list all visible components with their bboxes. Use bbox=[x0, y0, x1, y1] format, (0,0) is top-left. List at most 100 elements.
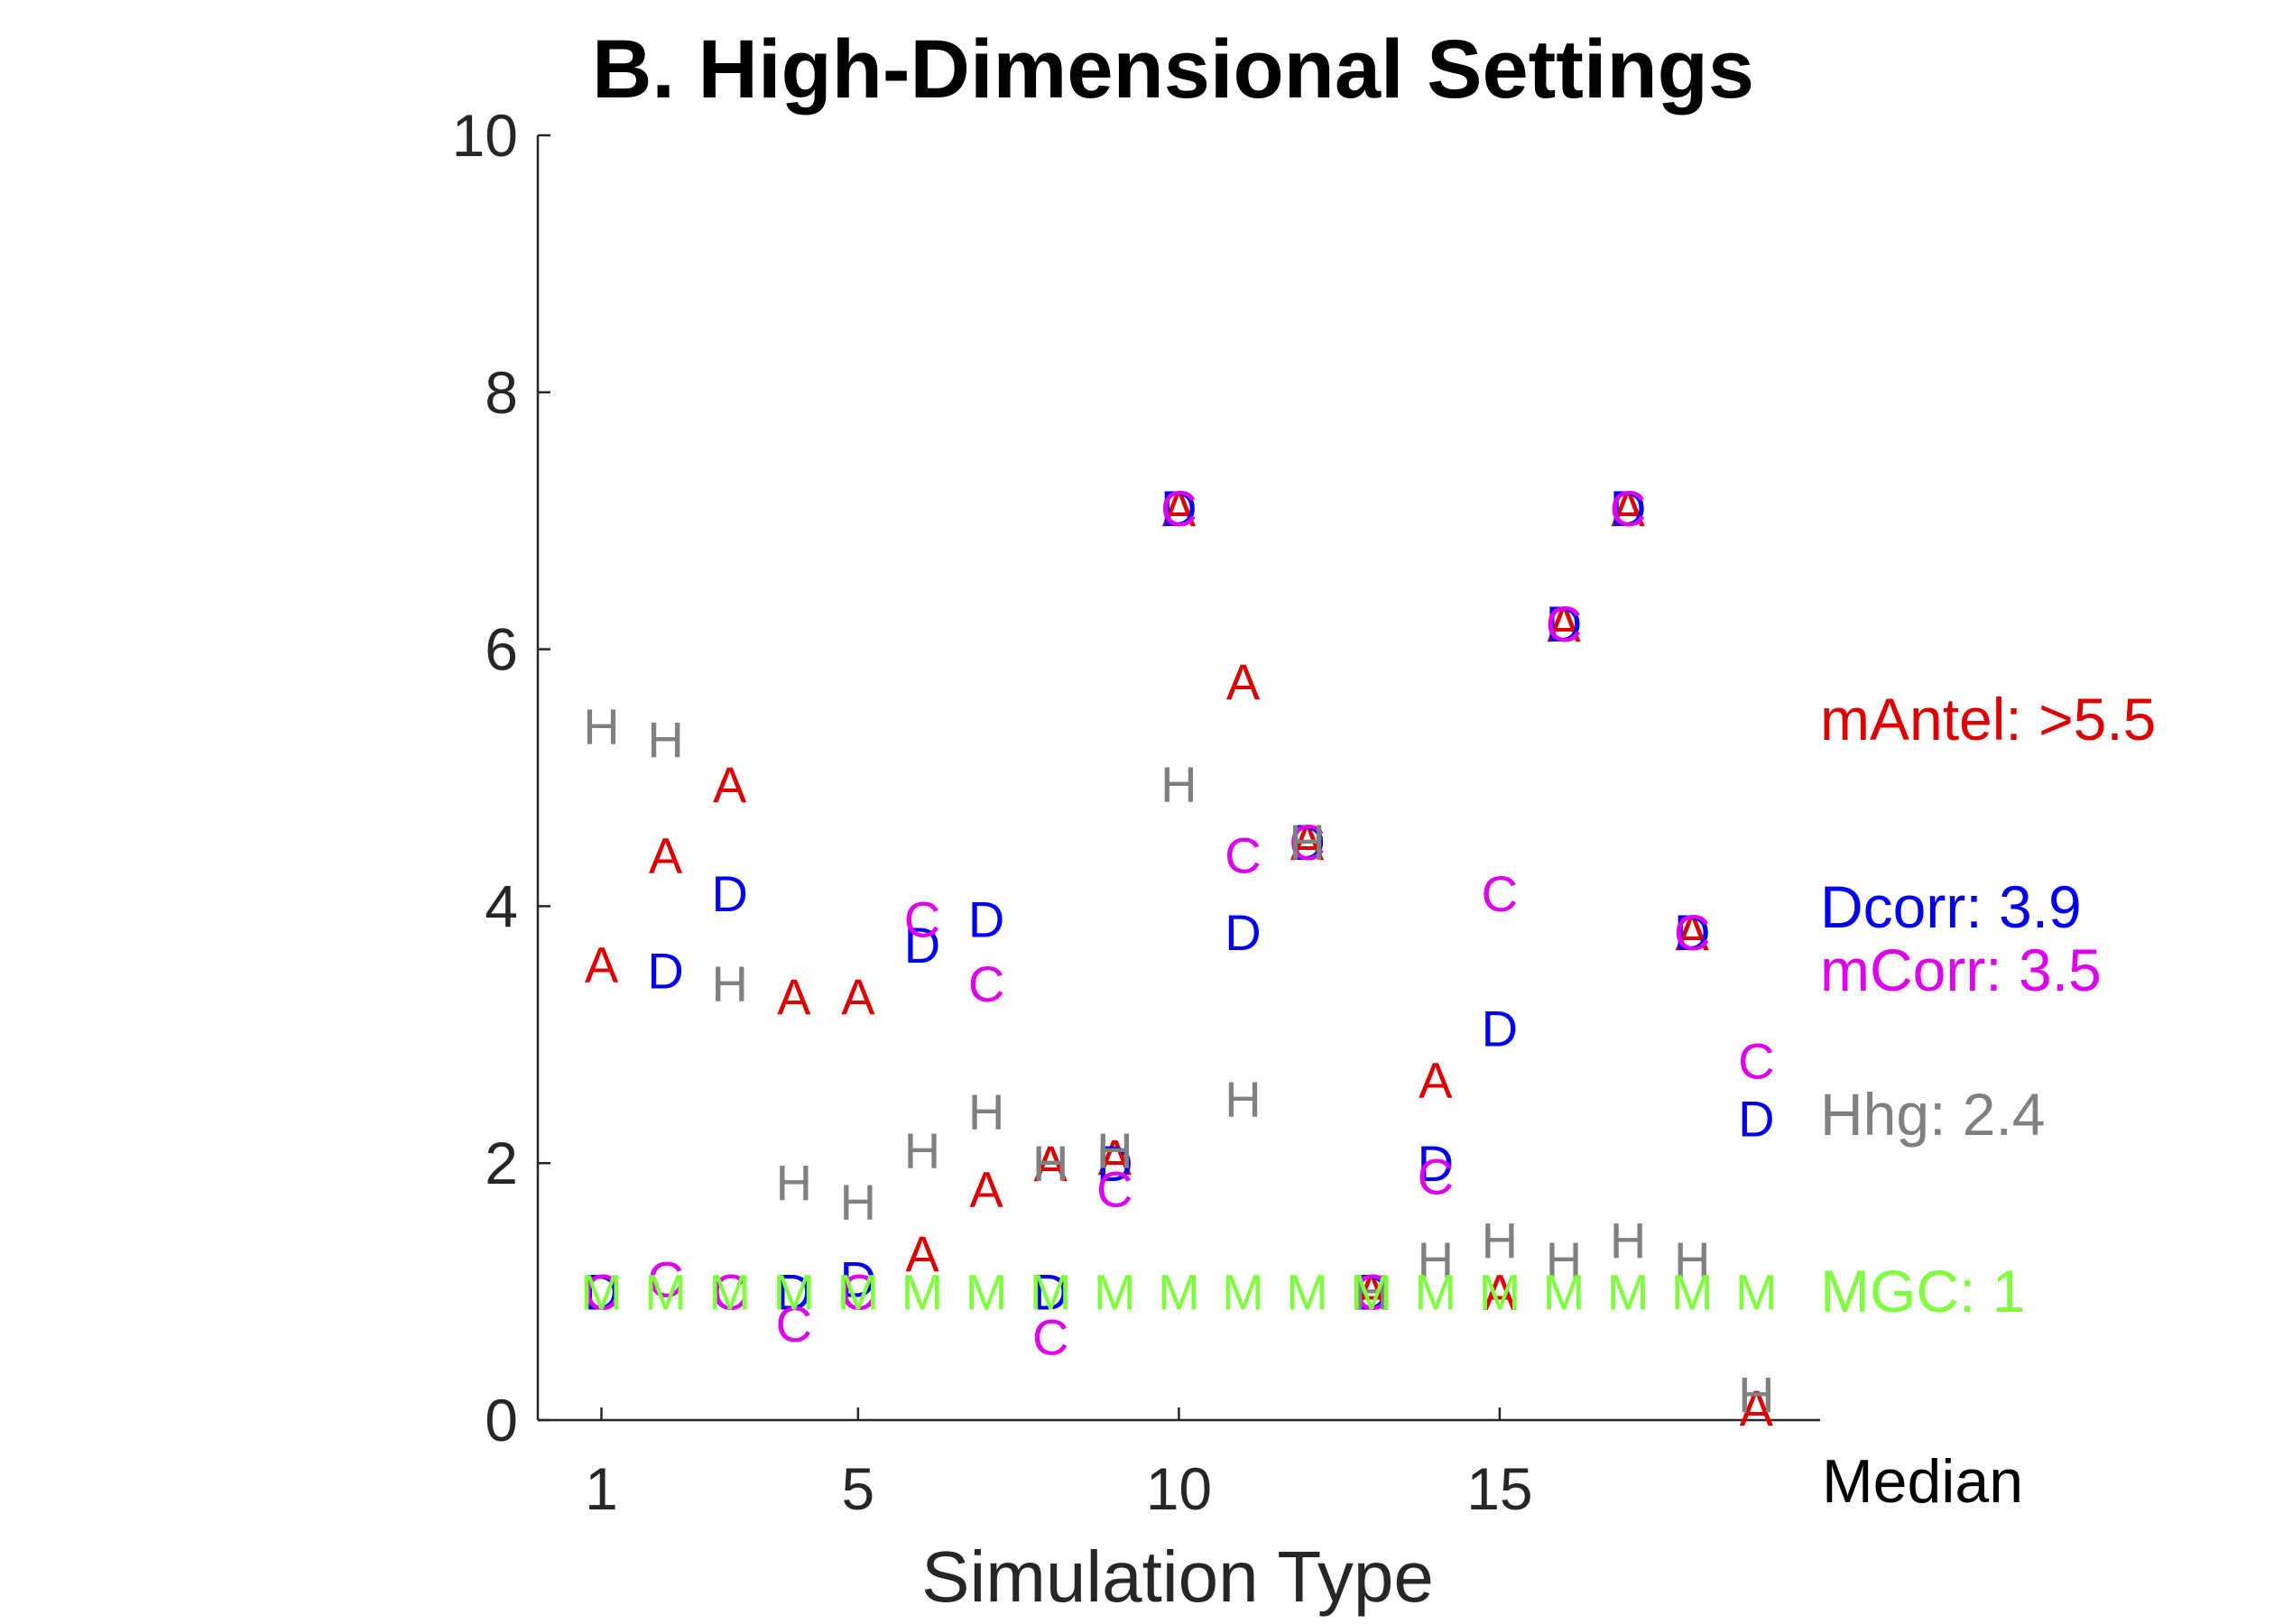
x-tick-label: 5 bbox=[842, 1455, 875, 1522]
point-mgc: M bbox=[837, 1264, 880, 1321]
point-dcorr: D bbox=[647, 943, 683, 1000]
point-mgc: M bbox=[1671, 1264, 1714, 1321]
point-dcorr: D bbox=[1289, 814, 1325, 871]
point-hhg: H bbox=[1289, 814, 1325, 871]
point-mantel: A bbox=[1740, 1379, 1774, 1436]
point-hhg: H bbox=[1482, 1213, 1518, 1269]
point-mgc: M bbox=[1479, 1264, 1521, 1321]
point-mcorr: C bbox=[776, 1296, 812, 1352]
point-dcorr: D bbox=[1610, 480, 1646, 537]
point-mcorr: C bbox=[840, 1264, 876, 1321]
point-mcorr: C bbox=[1353, 1264, 1389, 1321]
point-dcorr: D bbox=[1160, 480, 1197, 537]
point-mgc: M bbox=[1350, 1264, 1392, 1321]
y-tick-label: 10 bbox=[452, 102, 518, 169]
point-mcorr: C bbox=[1096, 1161, 1132, 1218]
point-mgc: M bbox=[644, 1264, 687, 1321]
x-tick-label: 15 bbox=[1466, 1455, 1532, 1522]
point-hhg: H bbox=[1160, 756, 1197, 813]
point-hhg: H bbox=[1610, 1213, 1646, 1269]
point-hhg: H bbox=[1032, 1135, 1068, 1192]
x-tick-label: 1 bbox=[585, 1455, 618, 1522]
y-tick-label: 0 bbox=[485, 1387, 518, 1453]
point-mgc: M bbox=[1094, 1264, 1136, 1321]
point-mgc: M bbox=[901, 1264, 944, 1321]
point-dcorr: D bbox=[840, 1250, 876, 1307]
point-mgc: M bbox=[1543, 1264, 1585, 1321]
point-mcorr: C bbox=[904, 891, 940, 948]
point-mcorr: C bbox=[711, 1264, 747, 1321]
point-mgc: M bbox=[580, 1264, 623, 1321]
point-mantel: A bbox=[1547, 595, 1581, 652]
point-dcorr: D bbox=[904, 917, 940, 973]
y-tick-label: 8 bbox=[485, 359, 518, 426]
point-mgc: M bbox=[1735, 1264, 1778, 1321]
median-summary-hhg: Hhg: 2.4 bbox=[1820, 1081, 2046, 1148]
point-mantel: A bbox=[841, 968, 875, 1025]
y-tick-label: 6 bbox=[485, 616, 518, 683]
median-label: Median bbox=[1822, 1447, 2023, 1516]
point-hhg: H bbox=[647, 711, 683, 768]
point-mgc: M bbox=[1286, 1264, 1328, 1321]
point-mgc: M bbox=[1158, 1264, 1200, 1321]
point-dcorr: D bbox=[711, 865, 747, 922]
point-hhg: H bbox=[1225, 1071, 1261, 1128]
point-mcorr: C bbox=[1738, 1032, 1774, 1089]
point-mcorr: C bbox=[968, 955, 1004, 1012]
point-mantel: A bbox=[905, 1225, 939, 1282]
point-dcorr: D bbox=[1032, 1264, 1068, 1321]
point-mcorr: C bbox=[1418, 1148, 1454, 1204]
point-mgc: M bbox=[1222, 1264, 1264, 1321]
median-summary-mcorr: mCorr: 3.5 bbox=[1820, 937, 2102, 1003]
point-mantel: A bbox=[585, 936, 619, 992]
chart-title: B. High-Dimensional Settings bbox=[592, 23, 1754, 115]
point-hhg: H bbox=[1096, 1122, 1132, 1179]
x-ticks: 1 5 10 15 bbox=[585, 1407, 1533, 1522]
point-mantel: A bbox=[1483, 1264, 1517, 1321]
point-hhg: H bbox=[583, 698, 619, 755]
point-dcorr: D bbox=[583, 1264, 619, 1321]
point-mcorr: C bbox=[1610, 480, 1646, 537]
point-hhg: H bbox=[1674, 1232, 1710, 1288]
point-hhg: H bbox=[1546, 1232, 1582, 1288]
median-summary-mgc: MGC: 1 bbox=[1820, 1258, 2025, 1324]
point-mantel: A bbox=[713, 756, 747, 813]
point-mcorr: C bbox=[1032, 1308, 1068, 1365]
point-mcorr: C bbox=[1546, 595, 1582, 652]
point-hhg: H bbox=[1418, 1232, 1454, 1288]
point-hhg: H bbox=[1738, 1367, 1774, 1424]
point-dcorr: D bbox=[1546, 595, 1582, 652]
x-tick-label: 10 bbox=[1146, 1455, 1212, 1522]
point-dcorr: D bbox=[1353, 1264, 1389, 1321]
point-mcorr: C bbox=[1482, 865, 1518, 922]
point-mantel: A bbox=[1419, 1052, 1453, 1109]
y-ticks: 0 2 4 6 8 10 bbox=[452, 102, 550, 1453]
point-dcorr: D bbox=[1096, 1135, 1132, 1192]
point-hhg: H bbox=[711, 955, 747, 1012]
point-hhg: H bbox=[968, 1084, 1004, 1140]
y-tick-label: 4 bbox=[485, 872, 518, 939]
point-mgc: M bbox=[1030, 1264, 1072, 1321]
point-mcorr: C bbox=[1160, 480, 1197, 537]
point-mantel: A bbox=[1226, 653, 1261, 710]
point-mantel: A bbox=[1611, 480, 1645, 537]
point-hhg: H bbox=[840, 1174, 876, 1231]
point-mcorr: C bbox=[1674, 904, 1710, 961]
point-dcorr: D bbox=[776, 1264, 812, 1321]
y-tick-label: 2 bbox=[485, 1130, 518, 1196]
point-hhg: H bbox=[776, 1155, 812, 1212]
point-dcorr: D bbox=[1738, 1090, 1774, 1147]
point-mantel: A bbox=[969, 1161, 1003, 1218]
point-dcorr: D bbox=[1225, 904, 1261, 961]
median-summary-dcorr: Dcorr: 3.9 bbox=[1820, 873, 2082, 940]
point-mgc: M bbox=[1414, 1264, 1456, 1321]
point-dcorr: D bbox=[1418, 1135, 1454, 1192]
point-hhg: H bbox=[1353, 1264, 1389, 1321]
point-dcorr: D bbox=[1482, 1001, 1518, 1057]
point-dcorr: D bbox=[1674, 904, 1710, 961]
point-mantel: A bbox=[1034, 1135, 1068, 1192]
point-mantel: A bbox=[649, 826, 683, 883]
point-dcorr: D bbox=[968, 891, 1004, 948]
